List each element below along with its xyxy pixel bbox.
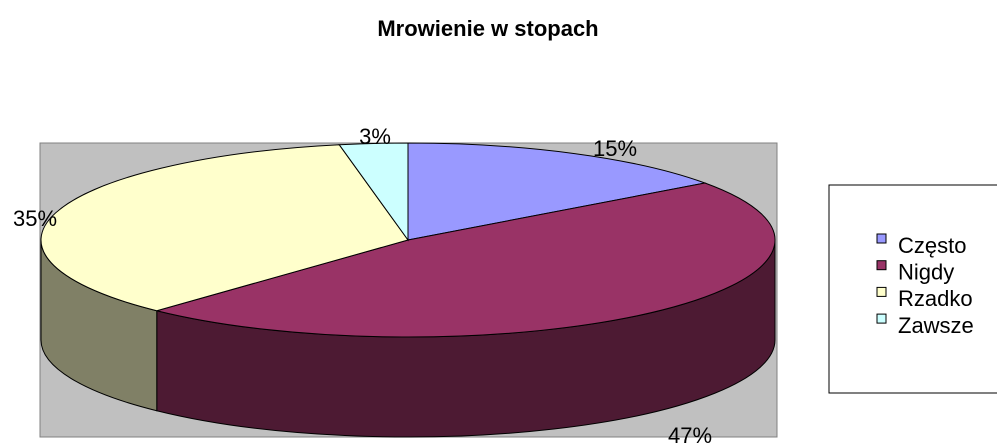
data-label: 3% <box>359 124 391 149</box>
pie-slice <box>338 142 409 242</box>
legend-label: Często <box>898 233 966 258</box>
legend-swatch <box>876 313 887 324</box>
pie-slice <box>40 144 409 312</box>
chart-title: Mrowienie w stopach <box>377 16 598 41</box>
data-label: 15% <box>593 136 637 161</box>
legend-label: Nigdy <box>898 260 954 285</box>
legend-label: Zawsze <box>898 313 974 338</box>
legend-label: Rzadko <box>898 286 973 311</box>
pie-slice <box>407 142 707 241</box>
data-label: 35% <box>13 206 57 231</box>
legend-swatch <box>876 286 887 297</box>
data-label: 47% <box>668 423 712 447</box>
legend <box>828 184 997 394</box>
legend-swatch <box>876 233 887 244</box>
legend-swatch <box>876 260 887 271</box>
pie-slice <box>154 182 776 338</box>
